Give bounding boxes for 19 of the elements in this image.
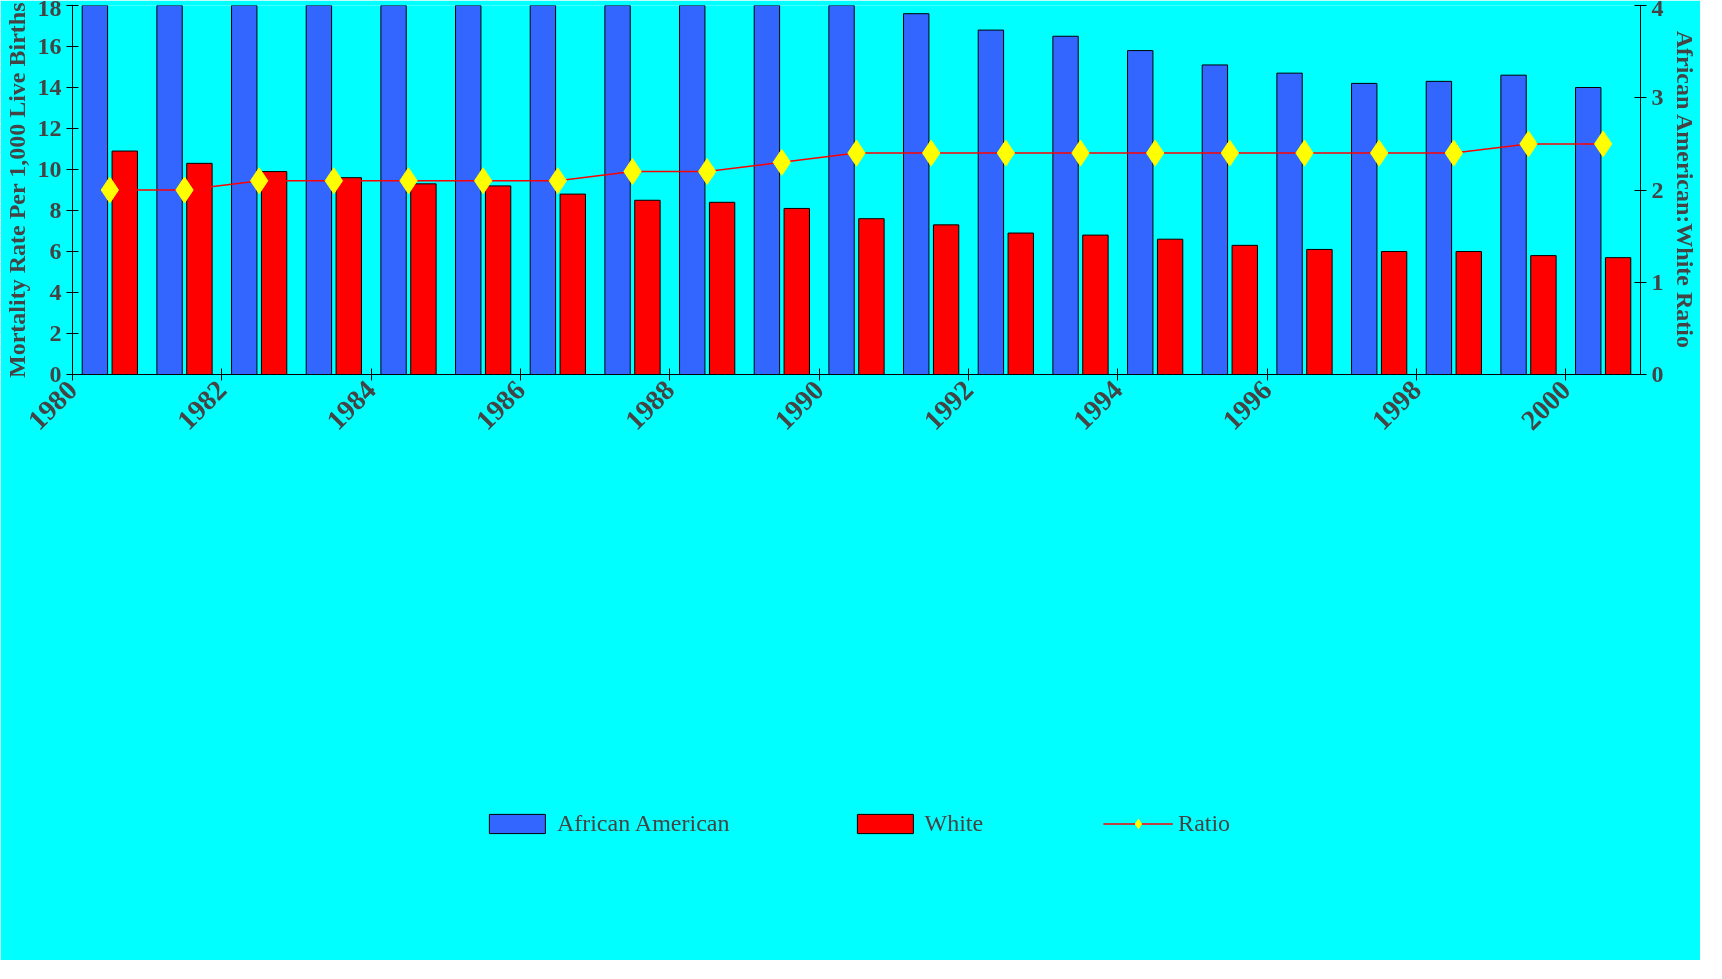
y-tick-label: 2 <box>49 320 62 346</box>
y2-tick-label: 2 <box>1651 176 1664 203</box>
legend-label: Ratio <box>1178 809 1231 837</box>
legend-label: African American <box>556 809 730 837</box>
y-tick-label: 4 <box>49 279 62 305</box>
y-tick-label: 8 <box>49 197 62 223</box>
y2-tick-label: 4 <box>1651 0 1664 21</box>
y-tick-label: 10 <box>37 156 62 182</box>
y2-tick-label: 3 <box>1651 84 1664 111</box>
y2-axis-title: African American:White Ratio <box>1671 30 1698 348</box>
y-tick-label: 18 <box>37 0 62 21</box>
y-tick-label: 12 <box>37 115 62 141</box>
y-axis-title: Mortality Rate Per 1,000 Live Births <box>3 2 30 378</box>
y2-tick-label: 0 <box>1651 361 1664 387</box>
y-tick-label: 16 <box>37 33 62 59</box>
y-tick-label: 14 <box>37 74 62 100</box>
legend-label: White <box>924 809 984 837</box>
y2-tick-label: 1 <box>1651 268 1664 295</box>
y-tick-label: 6 <box>49 238 62 264</box>
